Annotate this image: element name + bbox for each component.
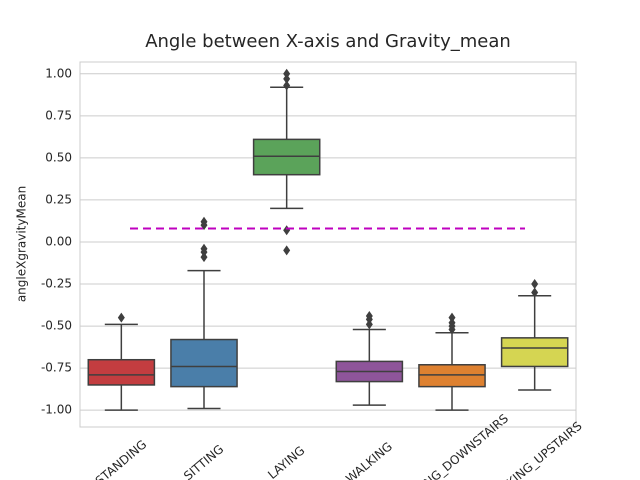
outlier bbox=[283, 68, 291, 79]
y-tick-label: -0.75 bbox=[41, 361, 72, 375]
x-tick-label: SITTING bbox=[181, 442, 226, 480]
y-tick-label: -0.25 bbox=[41, 277, 72, 291]
outlier bbox=[365, 314, 373, 325]
box bbox=[500, 337, 569, 368]
outlier bbox=[283, 225, 291, 236]
outlier bbox=[283, 73, 291, 84]
outlier bbox=[200, 252, 208, 263]
box bbox=[252, 138, 321, 176]
y-tick-label: 0.75 bbox=[45, 108, 72, 122]
x-tick-label: WALKING bbox=[343, 439, 395, 480]
outlier bbox=[365, 319, 373, 330]
outlier bbox=[531, 279, 539, 290]
outlier bbox=[283, 245, 291, 256]
y-tick-label: 0.50 bbox=[45, 150, 72, 164]
box bbox=[87, 358, 156, 386]
y-tick-label: -1.00 bbox=[41, 403, 72, 417]
x-tick-label: WALKING_DOWNSTAIRS bbox=[392, 411, 511, 480]
box bbox=[170, 338, 238, 388]
x-tick-label: STANDING bbox=[93, 437, 150, 480]
chart-title: Angle between X-axis and Gravity_mean bbox=[145, 31, 511, 52]
outlier bbox=[448, 324, 456, 335]
outlier bbox=[117, 312, 125, 323]
outlier bbox=[531, 287, 539, 298]
x-tick-label: LAYING bbox=[265, 443, 307, 480]
y-tick-label: 1.00 bbox=[45, 66, 72, 80]
y-tick-label: 0.00 bbox=[45, 234, 72, 248]
outlier bbox=[200, 247, 208, 258]
y-axis-label: angleXgravityMean bbox=[15, 186, 29, 302]
box bbox=[418, 364, 486, 388]
plot-frame bbox=[79, 61, 577, 428]
y-tick-label: 0.25 bbox=[45, 192, 72, 206]
outlier bbox=[448, 312, 456, 323]
outlier bbox=[283, 80, 291, 91]
y-tick-label: -0.50 bbox=[41, 319, 72, 333]
